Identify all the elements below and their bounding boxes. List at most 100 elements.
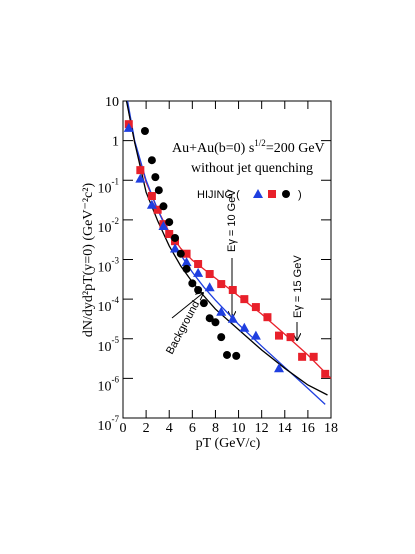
square-point [182, 249, 191, 258]
model-curve [128, 111, 332, 379]
x-tick-label: 2 [143, 421, 150, 436]
x-tick-label: 14 [278, 421, 292, 436]
square-point [251, 303, 260, 312]
triangle-point [123, 122, 134, 132]
triangle-point [135, 173, 146, 183]
annotation: Au+Au(b=0) s1/2=200 GeV [172, 138, 325, 156]
x-tick-label: 16 [301, 421, 315, 436]
circle-point [223, 350, 231, 359]
x-tick-label: 18 [324, 421, 338, 436]
y-tick-label-exponent: -2 [112, 216, 120, 226]
annotation-text: Au+Au(b=0) s [172, 141, 254, 156]
circle-point [211, 318, 220, 327]
circle-point [151, 173, 160, 182]
y-tick-label: 1 [112, 135, 119, 150]
y-tick-label-exponent: -6 [112, 374, 120, 384]
square-point [321, 369, 330, 378]
y-tick-label: 10 [105, 95, 119, 110]
y-tick-label-base: 10 [98, 181, 112, 196]
y-tick-label-base: 10 [98, 300, 112, 315]
legend-symbol [268, 190, 276, 198]
circle-point [176, 249, 185, 258]
annotation-text: 1/2 [254, 138, 266, 148]
triangle-point [158, 221, 169, 231]
y-tick-label: 10-1 [98, 176, 120, 196]
legend-label: ) [298, 189, 302, 201]
circle-point [217, 333, 226, 342]
arrow [171, 293, 203, 319]
y-tick-label-exponent: -4 [112, 295, 120, 305]
circle-point [140, 126, 149, 135]
model-curve [126, 100, 326, 405]
y-tick-label-base: 1 [112, 135, 119, 150]
square-point [298, 352, 307, 361]
square-point [228, 285, 237, 294]
triangle-point [181, 257, 192, 267]
circle-point [194, 285, 203, 294]
y-tick-label-base: 10 [98, 221, 112, 236]
triangle-point [170, 243, 180, 253]
square-point [275, 331, 283, 340]
y-axis-label: dN/dyd²pT(y=0) (GeV⁻²c²) [81, 183, 96, 338]
square-point [165, 230, 174, 239]
y-tick-label-base: 10 [98, 419, 112, 434]
square-point [136, 166, 145, 175]
circle-point [159, 202, 168, 211]
y-tick-label-base: 10 [98, 379, 112, 394]
annotation: Eγ = 10 GeV [226, 189, 238, 252]
triangle-point [239, 322, 250, 332]
square-point [286, 333, 295, 342]
circle-point [205, 314, 214, 323]
x-tick-label: 12 [255, 421, 269, 436]
y-tick-label: 10-7 [98, 414, 120, 434]
circle-point [165, 218, 174, 227]
y-tick-label: 10-6 [98, 374, 120, 394]
y-tick-label: 10-5 [98, 335, 120, 355]
circle-point [199, 299, 208, 308]
legend-symbol [282, 190, 290, 198]
y-tick-label-exponent: -5 [112, 335, 120, 345]
y-tick-label: 10-3 [98, 256, 120, 276]
triangle-point [250, 330, 261, 340]
y-tick-label: 10-4 [98, 295, 120, 315]
circle-point [147, 156, 156, 165]
annotation: without jet quenching [191, 161, 313, 176]
circle-point [232, 351, 241, 360]
square-point [263, 313, 272, 322]
x-tick-label: 6 [189, 421, 196, 436]
circle-point [182, 264, 191, 273]
triangle-point [274, 363, 284, 373]
y-tick-label: 10-2 [98, 216, 120, 236]
x-tick-label: 4 [166, 421, 173, 436]
square-point [240, 295, 249, 304]
x-tick-label: 0 [120, 421, 127, 436]
square-point [194, 259, 203, 268]
x-tick-label: 10 [232, 421, 246, 436]
square-point [153, 205, 162, 214]
x-axis-label: pT (GeV/c) [196, 436, 261, 451]
square-point [217, 280, 226, 289]
annotation-text: =200 GeV [266, 141, 325, 156]
square-point [309, 352, 318, 361]
triangle-point [227, 313, 238, 323]
triangle-point [193, 267, 204, 277]
triangle-point [146, 199, 157, 209]
legend-symbol [253, 189, 263, 198]
square-point [147, 192, 156, 201]
x-tick-label: 8 [212, 421, 219, 436]
triangle-point [216, 306, 227, 316]
triangle-point [204, 282, 215, 292]
y-tick-label-exponent: -1 [112, 176, 120, 186]
y-tick-label-base: 10 [105, 95, 119, 110]
circle-point [188, 279, 197, 288]
annotation: Background [164, 299, 202, 356]
y-tick-label-base: 10 [98, 261, 112, 276]
legend-label: HIJING ( [197, 189, 240, 201]
y-tick-label-exponent: -7 [112, 414, 120, 424]
circle-point [154, 186, 163, 195]
y-tick-label-base: 10 [98, 340, 112, 355]
square-point [205, 270, 214, 279]
circle-point [171, 233, 179, 242]
